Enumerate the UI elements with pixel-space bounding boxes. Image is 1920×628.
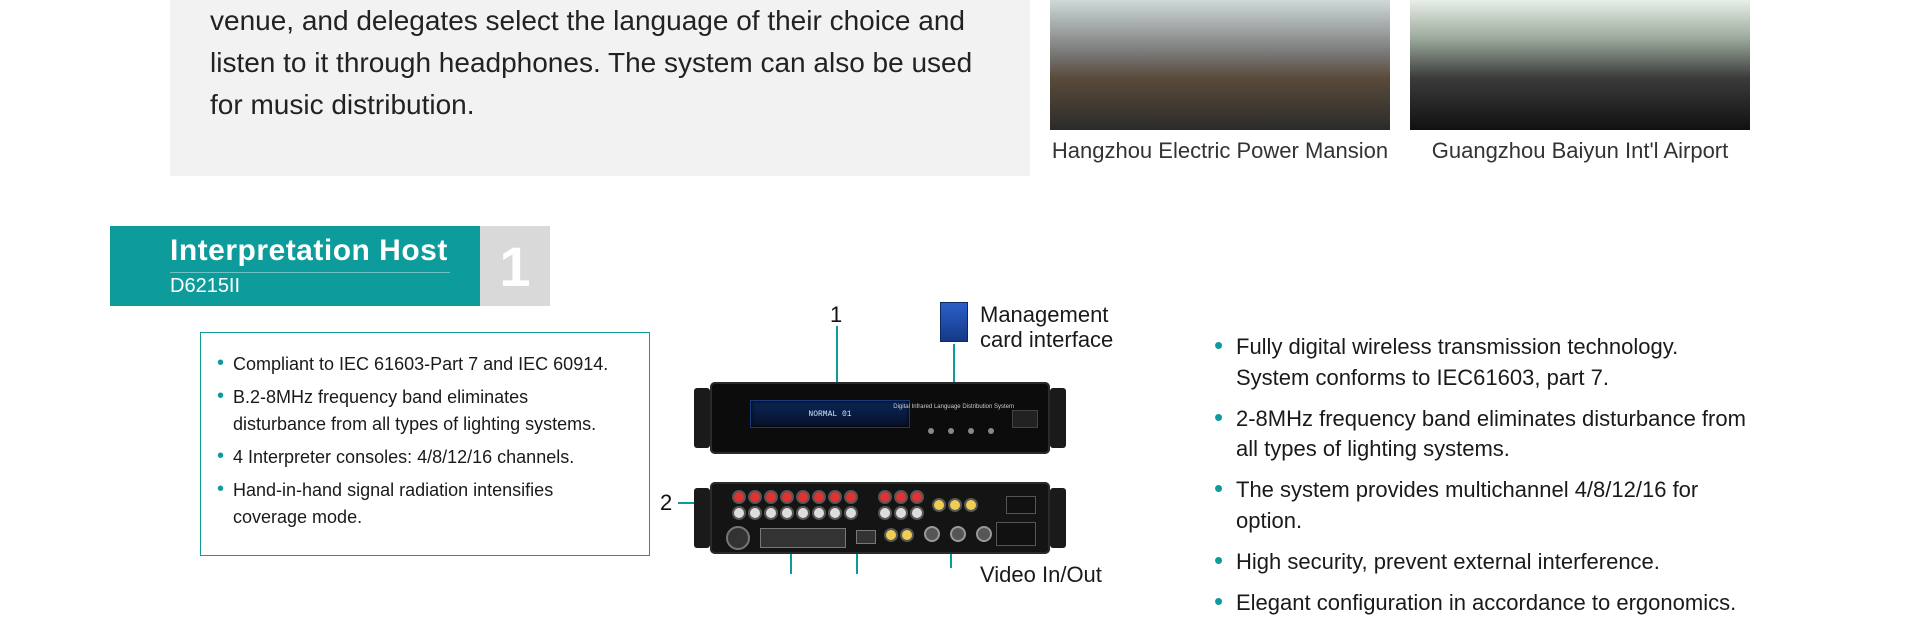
spec-item: Compliant to IEC 61603-Part 7 and IEC 60… [209, 351, 625, 378]
venue-card: Guangzhou Baiyun Int'l Airport [1410, 0, 1750, 164]
mgmt-label-line1: Management [980, 302, 1108, 327]
product-row: Compliant to IEC 61603-Part 7 and IEC 60… [170, 332, 1750, 628]
mgmt-label-line2: card interface [980, 327, 1113, 352]
device-front-label: Digital Infrared Language Distribution S… [893, 404, 1014, 410]
intro-text-box: venue, and delegates select the language… [170, 0, 1030, 176]
diagram-line [790, 554, 792, 574]
venue-caption: Guangzhou Baiyun Int'l Airport [1410, 138, 1750, 164]
feature-item: High security, prevent external interfer… [1210, 547, 1750, 578]
management-card-line [953, 344, 955, 384]
management-card-label: Management card interface [980, 302, 1113, 353]
device-front: NORMAL 01 Digital Infrared Language Dist… [710, 382, 1050, 454]
callout-1-line [836, 326, 838, 384]
video-in-out-label: Video In/Out [980, 562, 1102, 588]
top-row: venue, and delegates select the language… [170, 0, 1750, 176]
callout-2-label: 2 [660, 490, 672, 516]
spec-box: Compliant to IEC 61603-Part 7 and IEC 60… [200, 332, 650, 556]
page: venue, and delegates select the language… [0, 0, 1920, 628]
product-header-main: Interpretation Host D6215II [110, 226, 480, 306]
product-number: 1 [480, 226, 550, 306]
product-title: Interpretation Host [170, 234, 450, 268]
venue-gallery: Hangzhou Electric Power Mansion Guangzho… [1050, 0, 1750, 164]
intro-text: venue, and delegates select the language… [210, 5, 972, 120]
feature-item: 2-8MHz frequency band eliminates disturb… [1210, 404, 1750, 466]
product-header: Interpretation Host D6215II 1 [110, 226, 1750, 306]
callout-1-label: 1 [830, 302, 842, 328]
venue-card: Hangzhou Electric Power Mansion [1050, 0, 1390, 164]
device-diagram: 1 Management card interface NORMAL 01 Di… [680, 332, 1180, 554]
venue-image [1050, 0, 1390, 130]
feature-list: Fully digital wireless transmission tech… [1210, 332, 1750, 628]
spec-item: 4 Interpreter consoles: 4/8/12/16 channe… [209, 444, 625, 471]
device-back [710, 482, 1050, 554]
feature-item: Elegant configuration in accordance to e… [1210, 588, 1750, 619]
venue-caption: Hangzhou Electric Power Mansion [1050, 138, 1390, 164]
spec-item: Hand-in-hand signal radiation intensifie… [209, 477, 625, 531]
video-callout-line [950, 554, 952, 568]
management-card-icon [940, 302, 968, 342]
feature-item: The system provides multichannel 4/8/12/… [1210, 475, 1750, 537]
feature-item: Fully digital wireless transmission tech… [1210, 332, 1750, 394]
diagram-line [856, 554, 858, 574]
venue-image [1410, 0, 1750, 130]
product-model: D6215II [170, 272, 450, 298]
spec-item: B.2-8MHz frequency band eliminates distu… [209, 384, 625, 438]
device-lcd: NORMAL 01 [750, 400, 910, 428]
